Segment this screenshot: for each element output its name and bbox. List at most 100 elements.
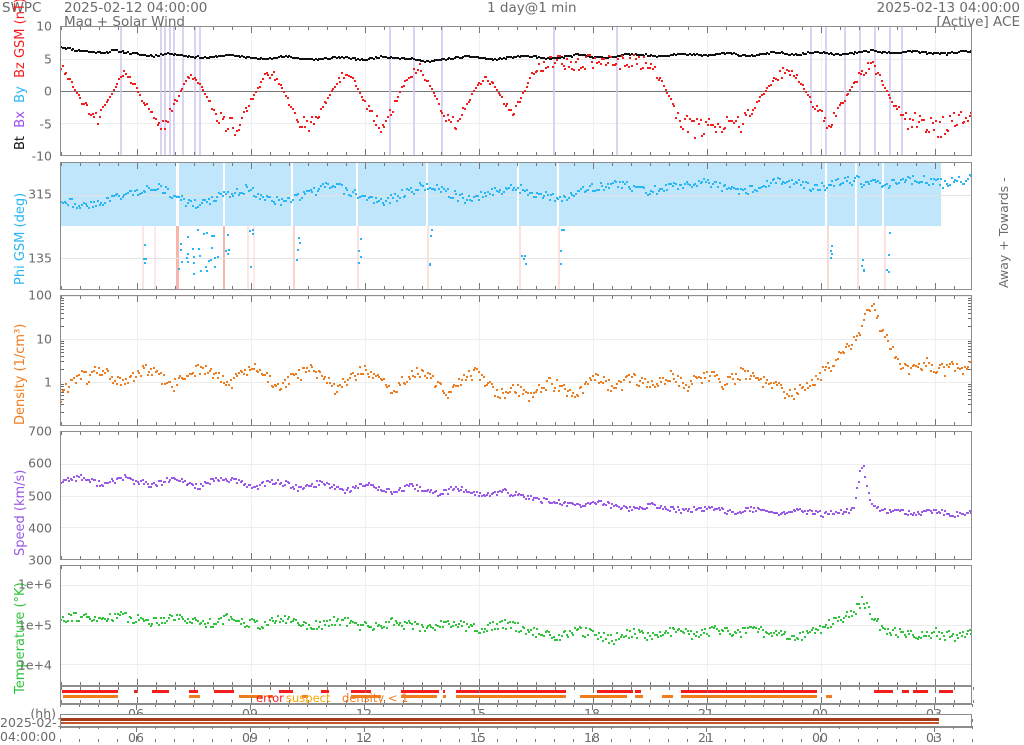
axis-tick-mark xyxy=(137,163,138,169)
data-point xyxy=(701,54,704,57)
data-point xyxy=(885,183,888,186)
data-point xyxy=(451,115,454,118)
data-point xyxy=(162,616,165,619)
data-point xyxy=(167,121,170,123)
data-point xyxy=(200,621,203,624)
data-point xyxy=(482,630,485,633)
data-point xyxy=(559,502,562,505)
data-point xyxy=(200,270,203,273)
data-point xyxy=(394,619,397,622)
data-point xyxy=(144,363,147,366)
axis-tick-mark xyxy=(327,27,328,30)
data-point xyxy=(96,200,99,203)
flag-segment xyxy=(189,695,201,698)
data-point xyxy=(603,502,606,505)
data-point xyxy=(193,273,196,276)
data-point xyxy=(480,628,483,630)
data-point xyxy=(392,623,395,626)
data-point xyxy=(942,634,945,637)
axis-minor-tick xyxy=(968,302,971,304)
data-point xyxy=(661,79,663,82)
data-point xyxy=(376,374,379,376)
data-point xyxy=(430,488,433,491)
axis-tick-mark xyxy=(612,687,613,690)
data-point xyxy=(866,181,869,184)
data-point xyxy=(924,51,927,54)
data-point xyxy=(276,78,279,81)
data-point xyxy=(64,478,67,481)
data-point xyxy=(583,635,586,638)
data-point xyxy=(725,512,728,515)
data-point xyxy=(534,636,537,639)
data-point xyxy=(374,621,377,624)
data-point xyxy=(351,190,354,193)
data-point xyxy=(410,369,413,372)
data-point xyxy=(697,375,700,378)
xaxis-tick-label: 21 xyxy=(698,730,714,745)
data-point xyxy=(773,51,776,54)
data-point xyxy=(774,381,777,384)
data-point xyxy=(885,632,888,635)
data-point xyxy=(939,512,942,515)
gridline-horizontal xyxy=(61,584,971,586)
data-point xyxy=(577,502,580,505)
data-point xyxy=(187,617,190,620)
data-point xyxy=(880,80,883,83)
axis-tick-mark xyxy=(650,422,651,425)
data-point xyxy=(848,616,850,619)
data-point xyxy=(407,375,410,378)
data-point xyxy=(555,196,558,199)
data-point xyxy=(800,386,803,389)
data-point xyxy=(488,83,491,86)
data-point xyxy=(374,196,377,199)
data-point xyxy=(372,119,375,122)
data-point xyxy=(466,622,469,625)
data-point xyxy=(587,53,590,56)
data-point xyxy=(416,188,419,191)
data-point xyxy=(952,633,955,636)
data-point xyxy=(420,69,423,72)
data-point xyxy=(223,54,226,57)
data-point xyxy=(518,493,521,496)
data-point xyxy=(161,382,164,385)
data-point xyxy=(306,484,309,487)
data-point xyxy=(221,55,224,58)
data-point xyxy=(105,50,108,53)
data-point xyxy=(707,380,710,383)
data-point xyxy=(411,190,414,193)
data-point xyxy=(433,629,436,632)
data-point xyxy=(300,197,303,200)
data-point xyxy=(665,508,668,511)
data-point xyxy=(492,58,495,61)
data-point xyxy=(186,261,189,264)
data-point xyxy=(961,121,964,124)
data-point xyxy=(905,363,908,366)
axis-minor-tick xyxy=(968,412,971,414)
axis-tick-mark xyxy=(631,700,632,703)
data-point xyxy=(681,508,684,511)
data-point xyxy=(542,497,545,500)
data-point xyxy=(311,115,314,118)
data-point xyxy=(369,109,372,112)
data-point xyxy=(789,638,792,641)
data-point xyxy=(580,66,583,69)
data-point xyxy=(748,54,751,57)
axis-tick-label: 600 xyxy=(28,455,52,471)
data-point xyxy=(353,189,356,192)
data-point xyxy=(497,395,500,398)
axis-tick-mark xyxy=(859,700,860,703)
data-point xyxy=(501,193,504,195)
data-point xyxy=(730,373,733,376)
data-point xyxy=(81,102,84,105)
data-point xyxy=(936,634,939,637)
data-point xyxy=(606,500,609,503)
data-point xyxy=(204,266,207,269)
data-point xyxy=(573,395,576,398)
data-point xyxy=(652,54,655,57)
data-point xyxy=(200,56,203,59)
data-point xyxy=(704,54,707,57)
axis-tick-mark xyxy=(574,296,575,299)
data-point xyxy=(423,60,426,63)
data-point xyxy=(226,380,229,383)
data-point xyxy=(247,483,250,486)
